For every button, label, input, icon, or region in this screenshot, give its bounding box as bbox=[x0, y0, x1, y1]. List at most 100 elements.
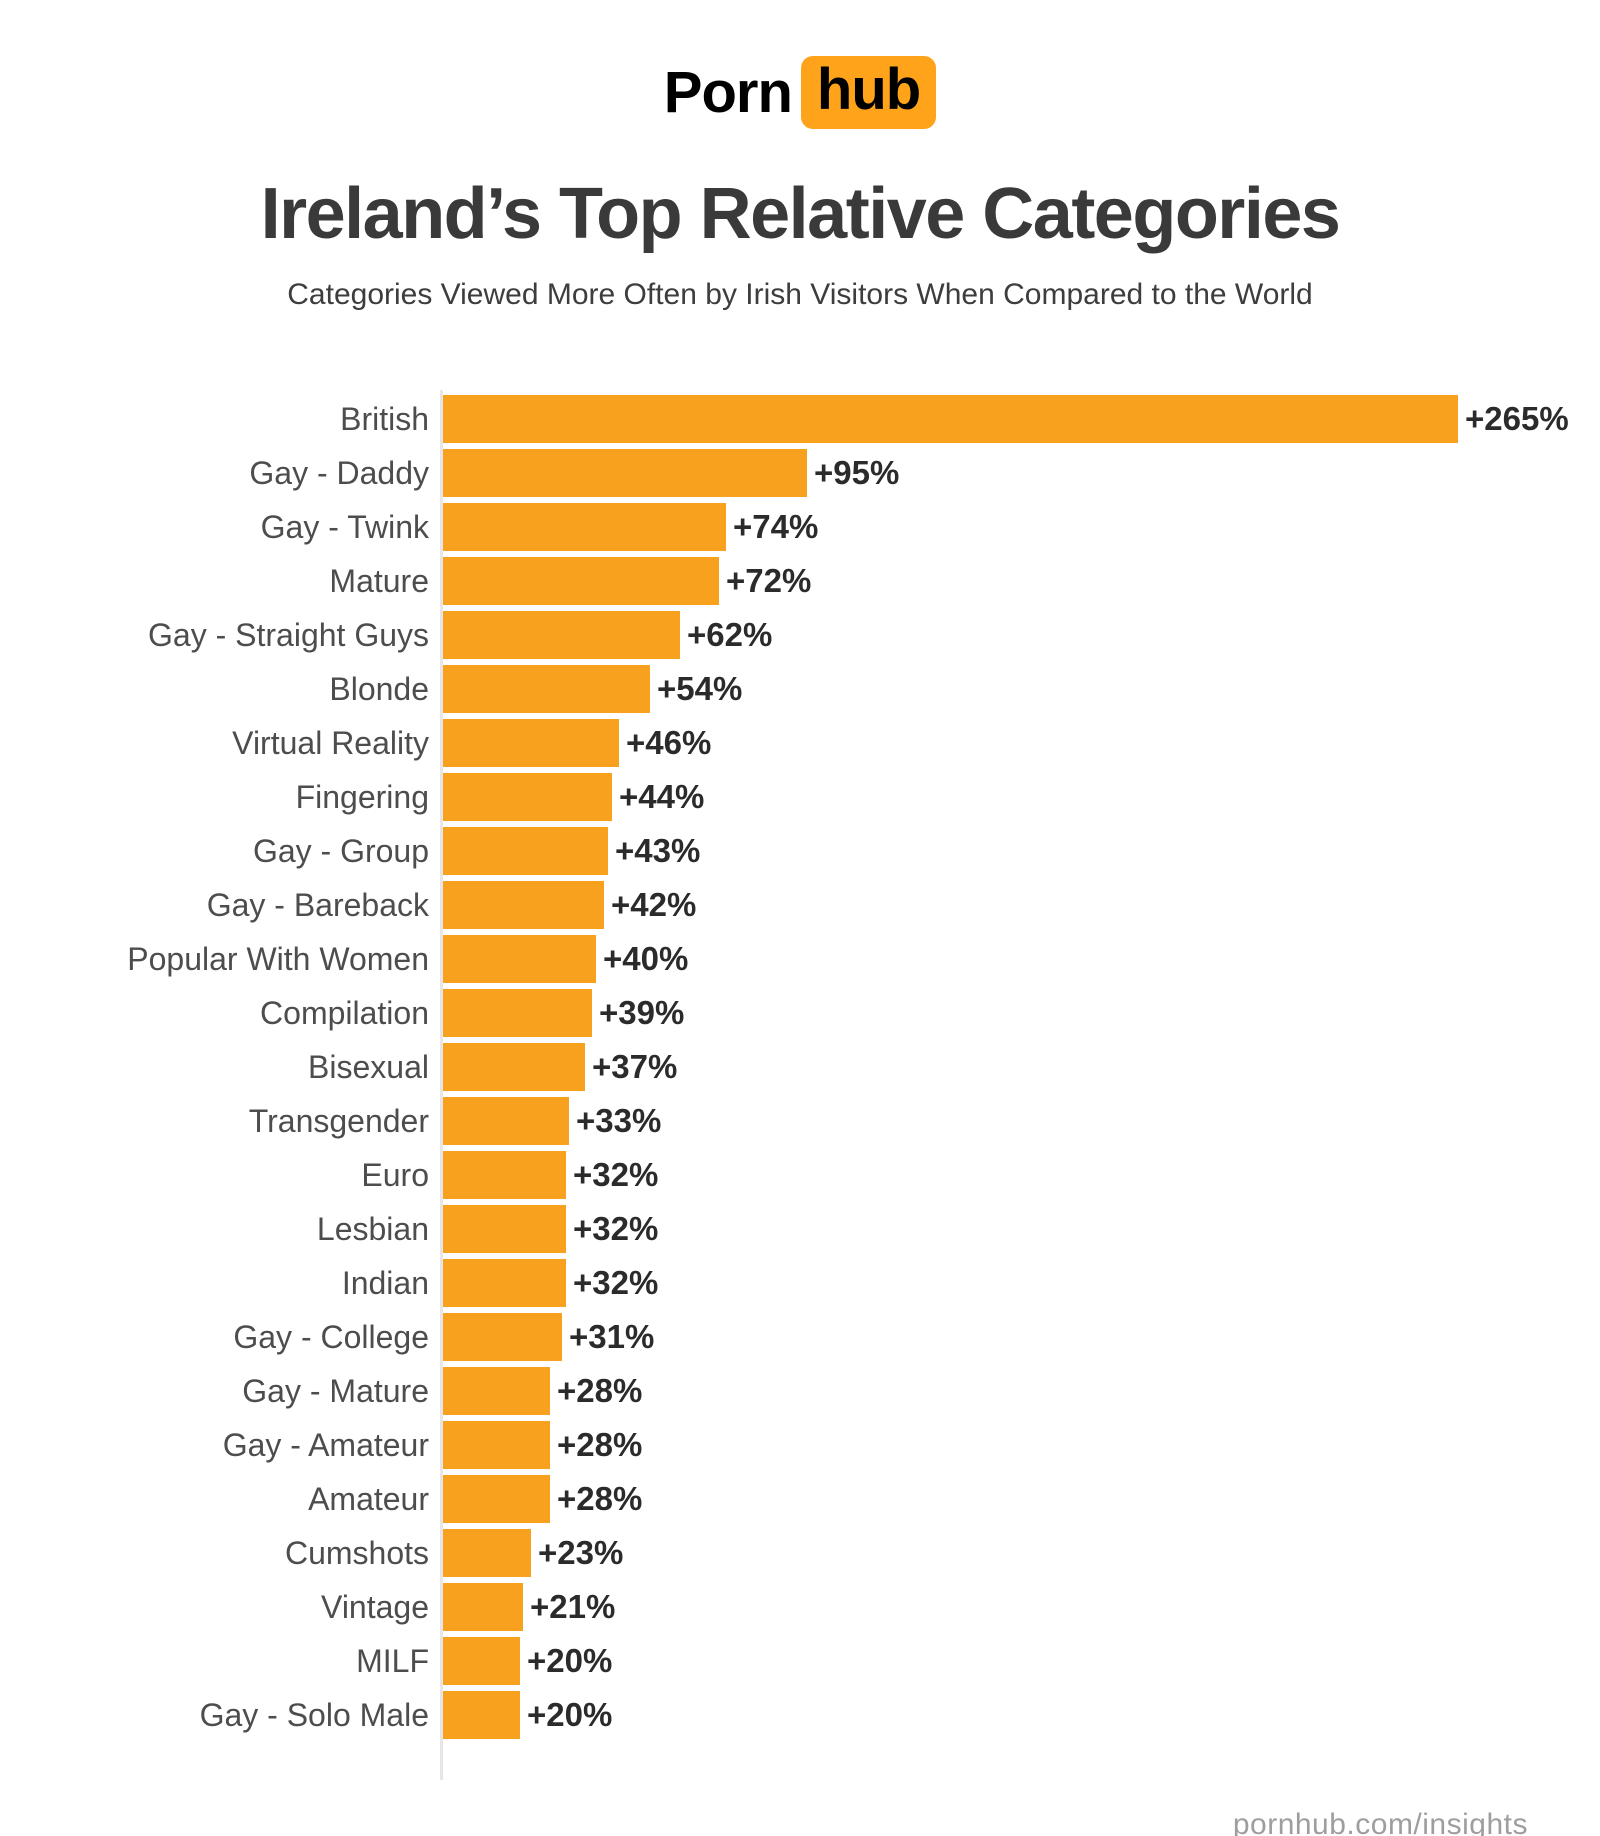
bar-value-label: +31% bbox=[569, 1318, 655, 1356]
category-bar bbox=[443, 665, 650, 714]
bar-value-label: +62% bbox=[687, 616, 773, 654]
chart-row: MILF +20% bbox=[0, 1634, 1600, 1688]
category-label: Cumshots bbox=[284, 1534, 429, 1571]
bar-value-label: +28% bbox=[557, 1480, 643, 1518]
bar-wrap: +43% bbox=[443, 827, 1600, 876]
bar-wrap: +46% bbox=[443, 719, 1600, 768]
chart-row: Cumshots +23% bbox=[0, 1526, 1600, 1580]
category-bar bbox=[443, 557, 719, 606]
category-label: Blonde bbox=[329, 670, 429, 707]
bar-value-label: +46% bbox=[626, 724, 712, 762]
category-label: Amateur bbox=[308, 1480, 429, 1517]
category-label: Indian bbox=[341, 1264, 429, 1301]
category-label: Gay - Amateur bbox=[222, 1426, 429, 1463]
bar-wrap: +72% bbox=[443, 557, 1600, 606]
category-label: Gay - College bbox=[233, 1318, 429, 1355]
bar-value-label: +54% bbox=[657, 670, 743, 708]
chart-rows: British +265% Gay - Daddy +95% Gay - Twi… bbox=[0, 392, 1600, 1742]
category-bar bbox=[443, 1259, 566, 1308]
bar-value-label: +32% bbox=[573, 1264, 659, 1302]
category-bar bbox=[443, 1421, 550, 1470]
category-bar bbox=[443, 827, 608, 876]
bar-value-label: +21% bbox=[530, 1588, 616, 1626]
chart-row: Compilation +39% bbox=[0, 986, 1600, 1040]
chart-row: Vintage +21% bbox=[0, 1580, 1600, 1634]
bar-wrap: +28% bbox=[443, 1367, 1600, 1416]
bar-value-label: +40% bbox=[603, 940, 689, 978]
category-bar bbox=[443, 1529, 531, 1578]
category-label: Gay - Daddy bbox=[249, 454, 429, 491]
bar-wrap: +28% bbox=[443, 1475, 1600, 1524]
bar-value-label: +20% bbox=[527, 1642, 613, 1680]
category-bar bbox=[443, 1475, 550, 1524]
bar-value-label: +23% bbox=[538, 1534, 624, 1572]
category-label: British bbox=[340, 400, 429, 437]
category-bar bbox=[443, 1313, 562, 1362]
bar-value-label: +28% bbox=[557, 1426, 643, 1464]
bar-wrap: +37% bbox=[443, 1043, 1600, 1092]
chart-row: Gay - College +31% bbox=[0, 1310, 1600, 1364]
category-label: Compilation bbox=[260, 994, 429, 1031]
category-bar bbox=[443, 503, 726, 552]
category-label: MILF bbox=[356, 1642, 429, 1679]
bar-value-label: +43% bbox=[615, 832, 701, 870]
bar-wrap: +44% bbox=[443, 773, 1600, 822]
bar-value-label: +28% bbox=[557, 1372, 643, 1410]
bar-wrap: +54% bbox=[443, 665, 1600, 714]
chart-row: Gay - Amateur +28% bbox=[0, 1418, 1600, 1472]
chart-row: Indian +32% bbox=[0, 1256, 1600, 1310]
category-label: Bisexual bbox=[308, 1048, 429, 1085]
logo-text-hub-badge: hub bbox=[800, 56, 937, 129]
logo-text-porn: Porn bbox=[663, 59, 793, 125]
chart-row: British +265% bbox=[0, 392, 1600, 446]
category-bar bbox=[443, 395, 1458, 444]
page-subtitle: Categories Viewed More Often by Irish Vi… bbox=[287, 278, 1313, 312]
category-label: Fingering bbox=[295, 778, 429, 815]
chart-row: Blonde +54% bbox=[0, 662, 1600, 716]
bar-value-label: +32% bbox=[573, 1210, 659, 1248]
bar-wrap: +74% bbox=[443, 503, 1600, 552]
category-bar bbox=[443, 935, 596, 984]
bar-value-label: +37% bbox=[592, 1048, 678, 1086]
chart-row: Bisexual +37% bbox=[0, 1040, 1600, 1094]
chart-row: Mature +72% bbox=[0, 554, 1600, 608]
chart-row: Gay - Twink +74% bbox=[0, 500, 1600, 554]
chart-row: Gay - Mature +28% bbox=[0, 1364, 1600, 1418]
category-label: Virtual Reality bbox=[232, 724, 429, 761]
bar-value-label: +39% bbox=[599, 994, 685, 1032]
category-bar bbox=[443, 1097, 569, 1146]
bar-value-label: +95% bbox=[814, 454, 900, 492]
pornhub-logo: Porn hub bbox=[0, 56, 1600, 129]
category-bar bbox=[443, 1583, 523, 1632]
logo-wordmark: Porn hub bbox=[663, 56, 937, 129]
category-label: Euro bbox=[361, 1156, 429, 1193]
bar-wrap: +95% bbox=[443, 449, 1600, 498]
category-label: Gay - Twink bbox=[260, 508, 429, 545]
category-bar bbox=[443, 1637, 520, 1686]
chart-row: Popular With Women +40% bbox=[0, 932, 1600, 986]
category-bar bbox=[443, 989, 592, 1038]
category-label: Gay - Mature bbox=[242, 1372, 429, 1409]
category-bar bbox=[443, 881, 604, 930]
category-label: Vintage bbox=[321, 1588, 429, 1625]
chart-row: Transgender +33% bbox=[0, 1094, 1600, 1148]
category-label: Gay - Straight Guys bbox=[148, 616, 429, 653]
category-label: Gay - Solo Male bbox=[199, 1696, 429, 1733]
bar-value-label: +74% bbox=[733, 508, 819, 546]
category-bar bbox=[443, 1205, 566, 1254]
chart-row: Gay - Daddy +95% bbox=[0, 446, 1600, 500]
chart-row: Euro +32% bbox=[0, 1148, 1600, 1202]
bar-wrap: +20% bbox=[443, 1637, 1600, 1686]
category-label: Gay - Group bbox=[252, 832, 429, 869]
chart-row: Virtual Reality +46% bbox=[0, 716, 1600, 770]
bar-wrap: +21% bbox=[443, 1583, 1600, 1632]
bar-value-label: +44% bbox=[619, 778, 705, 816]
category-bar bbox=[443, 719, 619, 768]
page-title: Ireland’s Top Relative Categories bbox=[260, 173, 1341, 254]
bar-value-label: +20% bbox=[527, 1696, 613, 1734]
category-label: Gay - Bareback bbox=[206, 886, 429, 923]
bar-value-label: +265% bbox=[1465, 400, 1569, 438]
bar-value-label: +33% bbox=[576, 1102, 662, 1140]
bar-value-label: +72% bbox=[726, 562, 812, 600]
chart-row: Gay - Group +43% bbox=[0, 824, 1600, 878]
